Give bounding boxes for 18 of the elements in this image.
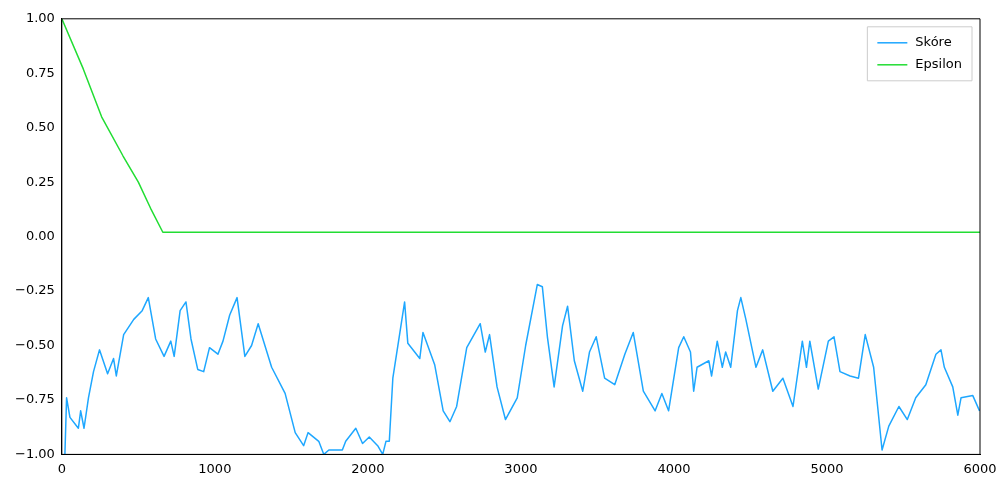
y-tick-label: −0.25 <box>14 282 55 298</box>
x-tick-label: 6000 <box>963 460 997 476</box>
x-tick-label: 3000 <box>504 460 538 476</box>
y-tick-label: 1.00 <box>25 10 55 26</box>
y-tick-label: 0.00 <box>25 227 55 243</box>
y-tick-label: −0.50 <box>14 336 55 352</box>
y-tick-label: −1.00 <box>14 445 55 461</box>
y-tick-label: 0.50 <box>25 119 55 135</box>
y-tick-label: 0.75 <box>25 64 55 80</box>
x-tick-label: 1000 <box>198 460 232 476</box>
legend-label: Epsilon <box>915 56 962 72</box>
x-tick-label: 2000 <box>351 460 385 476</box>
x-tick-label: 5000 <box>810 460 844 476</box>
x-tick-label: 4000 <box>657 460 691 476</box>
y-tick-label: −0.75 <box>14 391 55 407</box>
legend-label: Skóre <box>915 34 952 50</box>
y-tick-label: 0.25 <box>25 173 55 189</box>
x-tick-label: 0 <box>57 460 66 476</box>
